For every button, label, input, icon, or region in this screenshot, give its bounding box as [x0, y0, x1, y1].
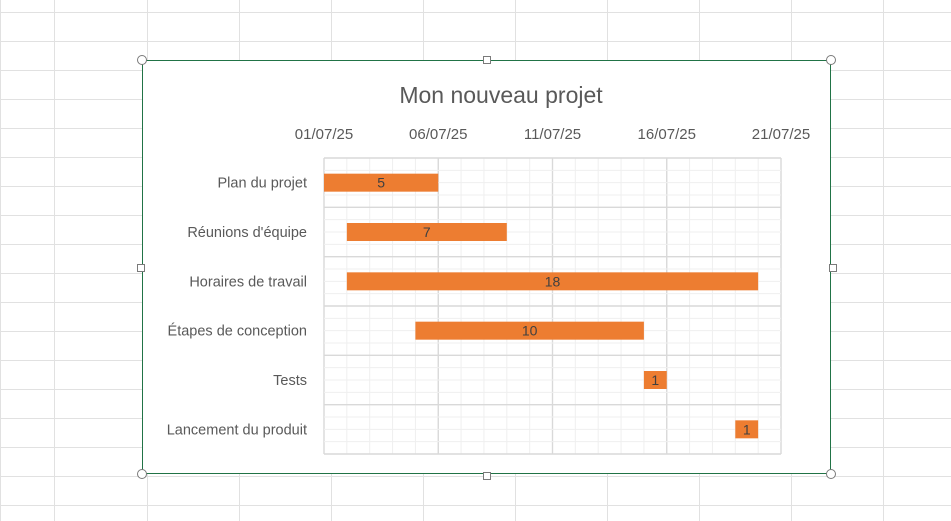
duration-bar	[735, 420, 759, 439]
x-tick-label: 06/07/25	[409, 126, 467, 143]
category-label: Tests	[273, 373, 307, 389]
duration-data-label: 10	[522, 323, 538, 339]
resize-handle-bottom-right[interactable]	[826, 469, 836, 479]
resize-handle-top-right[interactable]	[826, 55, 836, 65]
resize-handle-top-left[interactable]	[137, 55, 147, 65]
category-label: Étapes de conception	[168, 323, 307, 340]
resize-handle-top[interactable]	[483, 56, 491, 64]
category-label: Horaires de travail	[189, 274, 307, 290]
resize-handle-right[interactable]	[829, 264, 837, 272]
x-tick-label: 11/07/25	[524, 126, 581, 143]
chart-gridlines	[323, 157, 782, 455]
duration-data-label: 1	[651, 372, 659, 388]
duration-data-label: 5	[377, 175, 385, 191]
chart-container[interactable]: 5 7 18 10 1 1 Mon nouveau projet 01/07/25 06/0…	[142, 60, 831, 474]
duration-bar	[643, 371, 667, 389]
chart-title: Mon nouveau projet	[399, 82, 603, 108]
duration-data-label: 1	[743, 421, 751, 437]
duration-bar	[346, 272, 759, 291]
x-tick-label: 01/07/25	[295, 126, 353, 143]
x-tick-label: 21/07/25	[752, 126, 810, 143]
resize-handle-bottom[interactable]	[483, 472, 491, 480]
duration-bar	[415, 321, 644, 340]
x-axis-tick-labels: 01/07/25 06/07/25 11/07/25 16/07/25 21/07/25	[295, 126, 810, 143]
gantt-chart: 5 7 18 10 1 1 Mon nouveau projet 01/07/25 06/0…	[167, 82, 810, 455]
x-tick-label: 16/07/25	[638, 126, 696, 143]
duration-bar	[346, 223, 507, 241]
duration-data-label: 7	[423, 224, 431, 240]
category-label: Réunions d'équipe	[187, 225, 307, 241]
chart-bars: 5 7 18 10 1 1	[324, 173, 759, 439]
category-label: Lancement du produit	[167, 422, 307, 438]
duration-data-label: 18	[545, 273, 561, 289]
category-label: Plan du projet	[218, 176, 307, 192]
duration-bar	[324, 173, 439, 192]
resize-handle-left[interactable]	[137, 264, 145, 272]
resize-handle-bottom-left[interactable]	[137, 469, 147, 479]
y-axis-category-labels: Plan du projet Réunions d'équipe Horaires …	[167, 176, 307, 439]
